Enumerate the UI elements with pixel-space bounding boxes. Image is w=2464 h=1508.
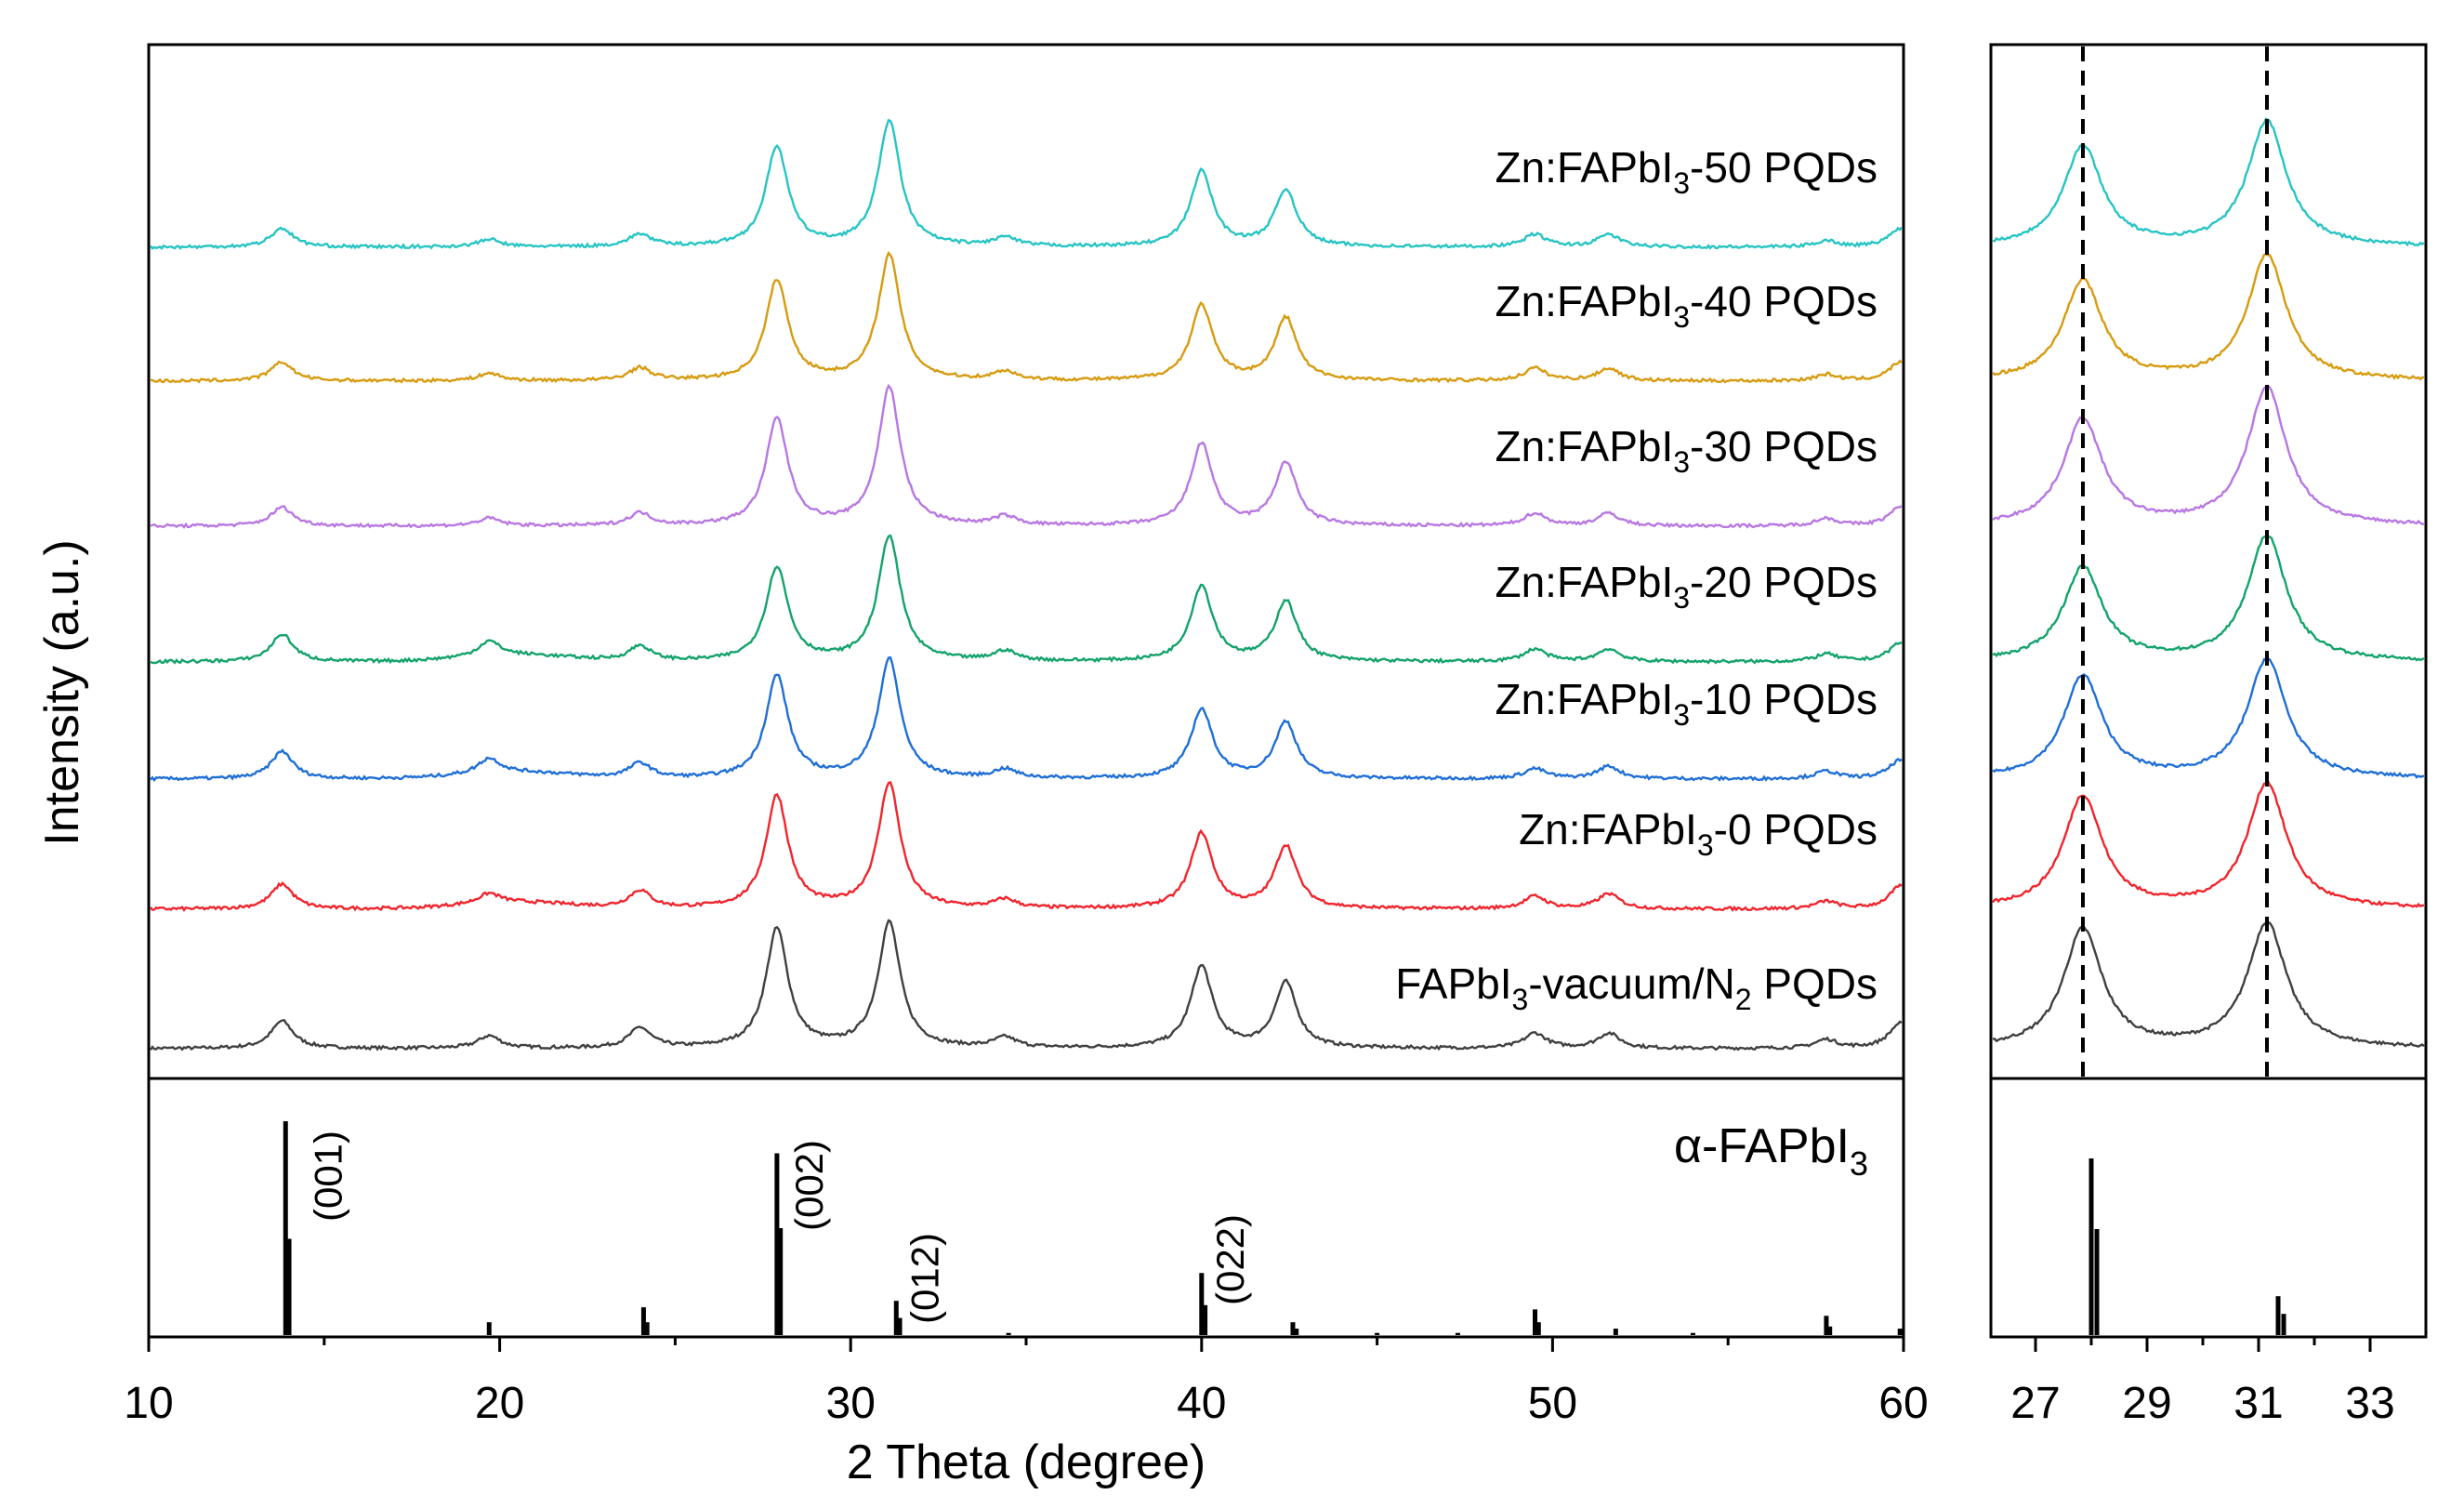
series-label-main: FAPbI (1395, 959, 1511, 1008)
main-x-ticks: 10 20 30 40 50 60 (124, 1337, 1929, 1428)
inset-x-tick-label: 27 (2010, 1379, 2060, 1428)
series-label-sub: 3 (1697, 828, 1714, 862)
series-label-sub: 3 (1673, 445, 1690, 479)
reference-legend-main: α-FAPbI (1674, 1119, 1850, 1173)
series-label-main: Zn:FAPbI (1496, 422, 1674, 470)
y-axis-label: Intensity (a.u.) (35, 539, 89, 845)
series-label-sub2: 2 (1735, 983, 1752, 1016)
series-label-tail: -40 PQDs (1690, 277, 1878, 325)
series-label-mid: -vacuum/N (1528, 959, 1734, 1008)
x-axis-label: 2 Theta (degree) (847, 1435, 1206, 1489)
inset-trace-fapbi3_vacuum_n2 (1992, 921, 2425, 1048)
main-x-tick-label: 10 (124, 1379, 173, 1428)
series-label-zn20: Zn:FAPbI3-20 PQDs (1496, 558, 1878, 615)
inset-trace-zn20 (1992, 535, 2425, 662)
reference-lines (283, 1121, 1903, 1335)
inset-trace-zn30 (1992, 384, 2425, 525)
series-label-main: Zn:FAPbI (1496, 675, 1674, 723)
series-label-sub: 3 (1673, 166, 1690, 200)
main-x-tick-label: 30 (826, 1379, 876, 1428)
inset-dashed-lines (2081, 46, 2269, 1077)
peak-annotation: (022) (1208, 1214, 1252, 1305)
series-label-main: Zn:FAPbI (1519, 805, 1697, 853)
trace-zn10 (150, 656, 1903, 783)
main-x-tick-label: 50 (1528, 1379, 1577, 1428)
inset-x-tick-label: 31 (2233, 1379, 2283, 1428)
series-label-tail: -30 PQDs (1690, 422, 1878, 470)
peak-annotations: (001) (002) (012) (022) (307, 1131, 1252, 1324)
peak-annotation: (001) (307, 1131, 350, 1222)
series-label-tail: PQDs (1752, 959, 1878, 1008)
inset-reference-lines (2088, 1158, 2286, 1335)
series-label-sub: 3 (1512, 983, 1529, 1016)
peak-annotation: (002) (787, 1140, 831, 1231)
inset-trace-zn0 (1992, 779, 2425, 908)
trace-zn40 (150, 250, 1903, 384)
series-label-sub: 3 (1673, 581, 1690, 615)
inset-trace-zn50 (1992, 117, 2425, 247)
series-label-zn50: Zn:FAPbI3-50 PQDs (1496, 143, 1878, 200)
series-label-tail: -10 PQDs (1690, 675, 1878, 723)
series-label-zn30: Zn:FAPbI3-30 PQDs (1496, 422, 1878, 479)
series-label-main: Zn:FAPbI (1496, 558, 1674, 606)
trace-zn50 (150, 118, 1903, 250)
series-label-tail: -50 PQDs (1690, 143, 1878, 192)
series-label-tail: -0 PQDs (1714, 805, 1878, 853)
series-label-zn0: Zn:FAPbI3-0 PQDs (1519, 805, 1878, 862)
trace-zn20 (150, 534, 1903, 665)
inset-traces (1992, 117, 2425, 1048)
series-label-fapbi3_vacuum_n2: FAPbI3-vacuum/N2 PQDs (1395, 959, 1878, 1016)
main-x-tick-label: 40 (1177, 1379, 1226, 1428)
reference-legend: α-FAPbI3 (1674, 1119, 1868, 1183)
inset-x-tick-label: 33 (2345, 1379, 2394, 1428)
inset-plot-frame (1989, 43, 2428, 1339)
inset-x-tick-label: 29 (2122, 1379, 2171, 1428)
main-x-tick-label: 60 (1878, 1379, 1928, 1428)
inset-trace-zn40 (1992, 253, 2425, 381)
inset-trace-zn10 (1992, 657, 2425, 779)
series-label-zn10: Zn:FAPbI3-10 PQDs (1496, 675, 1878, 732)
trace-zn0 (150, 781, 1903, 912)
main-x-tick-label: 20 (475, 1379, 524, 1428)
trace-fapbi3_vacuum_n2 (149, 919, 1903, 1052)
inset-x-ticks: 27 29 31 33 (2010, 1337, 2395, 1428)
series-label-main: Zn:FAPbI (1496, 277, 1674, 325)
series-label-zn40: Zn:FAPbI3-40 PQDs (1496, 277, 1878, 334)
series-label-tail: -20 PQDs (1690, 558, 1878, 606)
trace-zn30 (150, 383, 1903, 530)
main-traces (149, 118, 1903, 1052)
peak-annotation: (012) (903, 1233, 947, 1324)
series-label-sub: 3 (1673, 300, 1690, 334)
series-label-main: Zn:FAPbI (1496, 143, 1674, 192)
series-label-sub: 3 (1673, 698, 1690, 732)
reference-legend-sub: 3 (1850, 1144, 1868, 1183)
